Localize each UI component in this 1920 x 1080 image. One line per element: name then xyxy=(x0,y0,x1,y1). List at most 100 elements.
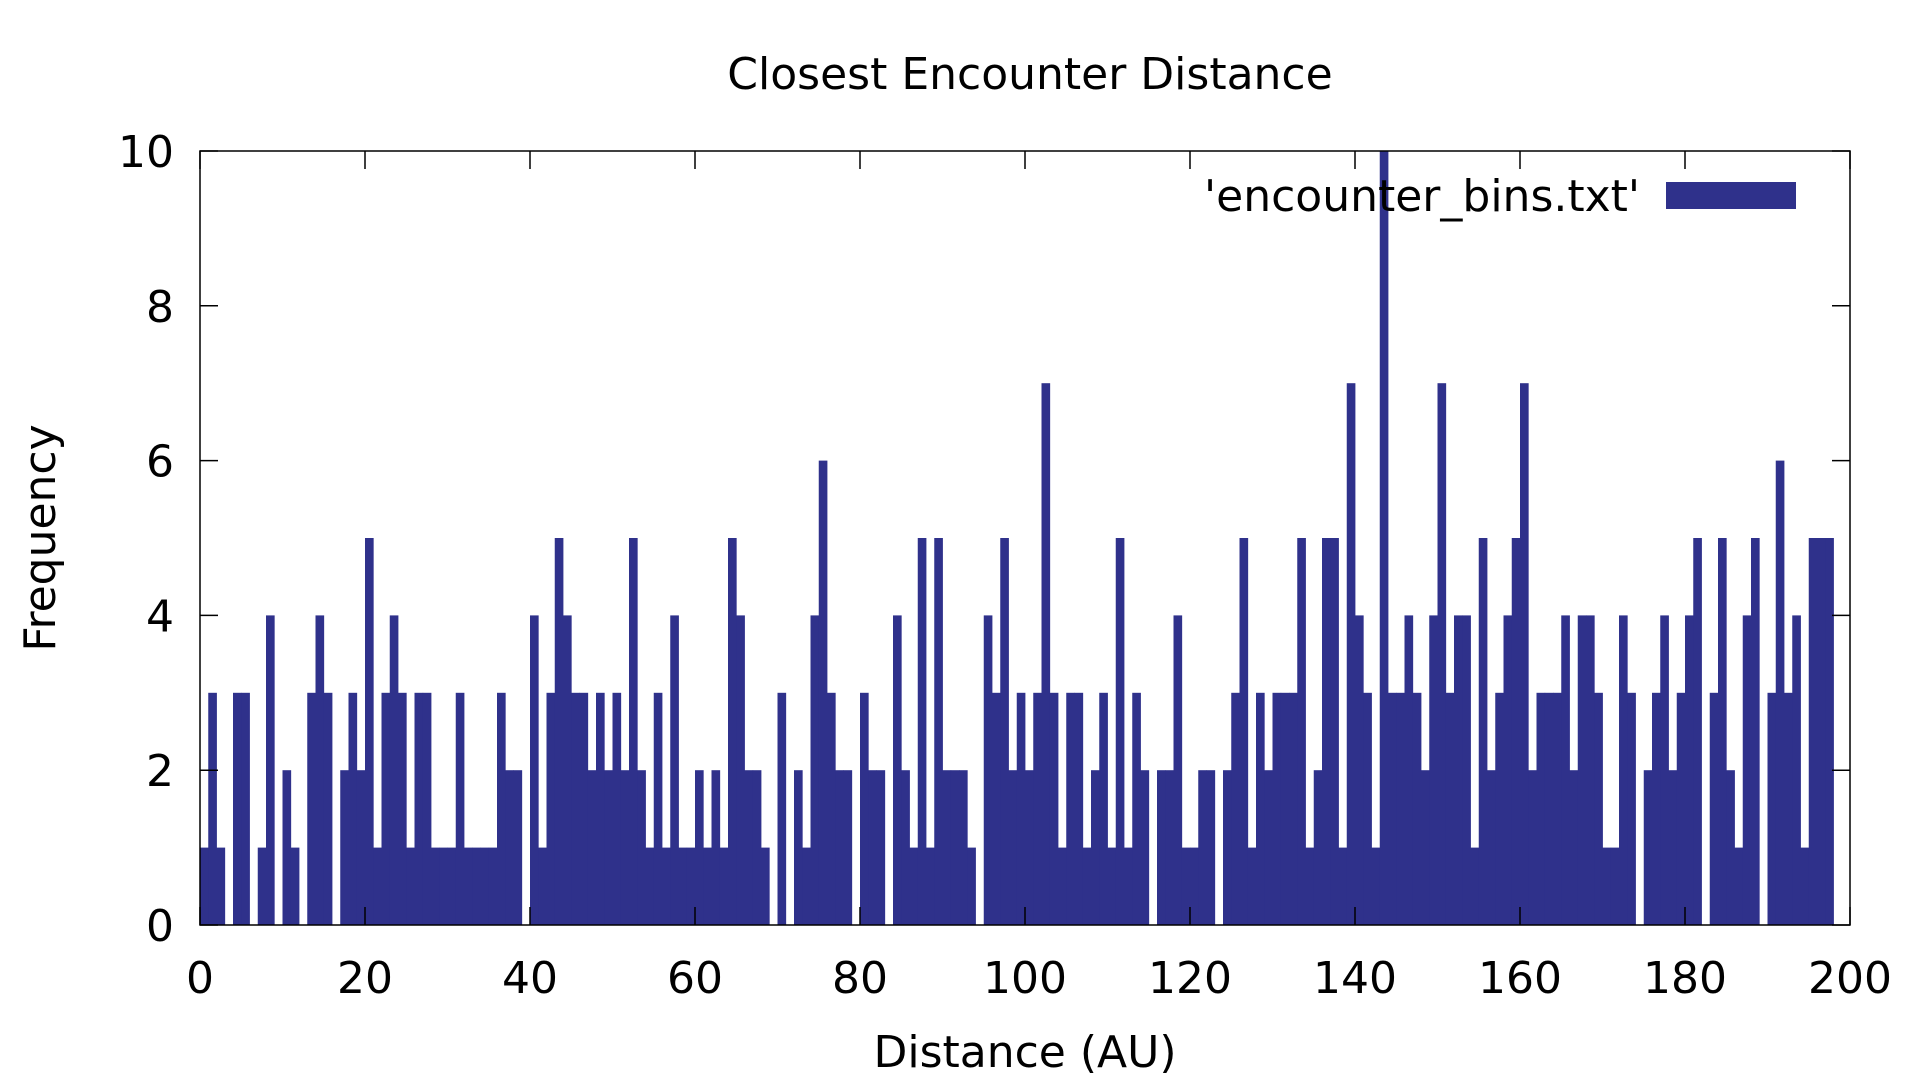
histogram-bar xyxy=(752,770,762,925)
histogram-bar xyxy=(200,847,209,925)
histogram-bar xyxy=(1437,383,1447,925)
histogram-bar xyxy=(1429,615,1438,925)
x-tick-label: 160 xyxy=(1478,953,1562,1004)
histogram-bar xyxy=(1709,692,1719,925)
histogram-bar xyxy=(1074,692,1084,925)
histogram-bar xyxy=(967,847,976,925)
histogram-bar xyxy=(472,847,481,925)
histogram-bar xyxy=(505,770,514,925)
histogram-bar xyxy=(686,847,696,925)
histogram-bar xyxy=(835,770,844,925)
histogram-bar xyxy=(1016,692,1026,925)
histogram-bar xyxy=(1470,847,1480,925)
histogram-bar xyxy=(1445,692,1455,925)
histogram-bar xyxy=(1569,770,1579,925)
histogram-bar xyxy=(1817,538,1826,925)
histogram-bar xyxy=(1404,615,1414,925)
y-tick-label: 10 xyxy=(118,127,174,178)
histogram-bar xyxy=(909,847,919,925)
histogram-bar xyxy=(1718,538,1727,925)
histogram-bar xyxy=(761,847,770,925)
histogram-bar xyxy=(455,692,465,925)
histogram-bar xyxy=(1454,615,1463,925)
histogram-bar xyxy=(1140,770,1150,925)
histogram-bar xyxy=(587,770,597,925)
histogram-bar xyxy=(208,692,217,925)
histogram-bar xyxy=(1610,847,1620,925)
histogram-bar xyxy=(1091,770,1100,925)
histogram-bar xyxy=(736,615,745,925)
histogram-bar xyxy=(1619,615,1628,925)
histogram-bar xyxy=(1602,847,1612,925)
histogram-bar xyxy=(1412,692,1422,925)
histogram-bar xyxy=(233,692,242,925)
histogram-bar xyxy=(315,615,325,925)
histogram-bar xyxy=(1000,538,1009,925)
histogram-bar xyxy=(282,770,292,925)
histogram-bar xyxy=(1478,538,1488,925)
histogram-bar xyxy=(340,770,349,925)
histogram-bar xyxy=(1198,770,1207,925)
histogram-bar xyxy=(1297,538,1306,925)
histogram-bar xyxy=(1330,538,1339,925)
histogram-bar xyxy=(926,847,935,925)
histogram-bar xyxy=(1033,692,1042,925)
histogram-bar xyxy=(695,770,704,925)
histogram-bar xyxy=(860,692,869,925)
y-tick-label: 0 xyxy=(146,901,174,952)
histogram-bar xyxy=(827,692,836,925)
histogram-bar xyxy=(1231,692,1240,925)
histogram-bar xyxy=(662,847,671,925)
histogram-bar xyxy=(637,770,646,925)
histogram-bar xyxy=(1586,615,1595,925)
histogram-bar xyxy=(794,770,803,925)
histogram-bar xyxy=(1049,692,1059,925)
histogram-bar xyxy=(1058,847,1067,925)
histogram-bar xyxy=(1346,383,1356,925)
histogram-bar xyxy=(802,847,811,925)
histogram-bar xyxy=(513,770,523,925)
x-tick-label: 180 xyxy=(1643,953,1727,1004)
histogram-bar xyxy=(398,692,407,925)
histogram-bar xyxy=(497,692,506,925)
histogram-bar xyxy=(1066,692,1075,925)
histogram-bar xyxy=(950,770,960,925)
histogram-bar xyxy=(1165,770,1174,925)
histogram-bar xyxy=(1685,615,1694,925)
histogram-bar xyxy=(1544,692,1554,925)
histogram-bar xyxy=(1421,770,1430,925)
bars-layer xyxy=(200,151,1834,925)
histogram-bar xyxy=(901,770,910,925)
histogram-bar xyxy=(1553,692,1562,925)
histogram-bar xyxy=(1190,847,1199,925)
histogram-bar xyxy=(1495,692,1504,925)
histogram-bar xyxy=(1388,692,1397,925)
x-axis: 0 20 40 60 80 100 120 140 160 180 200 xyxy=(186,151,1892,1004)
histogram-bar xyxy=(1371,847,1381,925)
histogram-bar xyxy=(653,692,663,925)
x-tick-label: 120 xyxy=(1148,953,1232,1004)
histogram-bar xyxy=(1594,692,1603,925)
histogram-bar xyxy=(290,847,300,925)
histogram-bar xyxy=(530,615,539,925)
histogram-bar xyxy=(810,615,820,925)
histogram-bar xyxy=(439,847,448,925)
histogram-bar xyxy=(1107,847,1117,925)
histogram-bar xyxy=(1008,770,1018,925)
histogram-bar xyxy=(620,770,630,925)
histogram-bar xyxy=(1775,460,1785,925)
x-axis-label: Distance (AU) xyxy=(873,1027,1176,1078)
histogram-bar xyxy=(1280,692,1290,925)
legend: 'encounter_bins.txt' xyxy=(1204,171,1796,222)
histogram-bar xyxy=(381,692,391,925)
histogram-bar xyxy=(1520,383,1529,925)
histogram-bar xyxy=(1561,615,1570,925)
histogram-bar xyxy=(266,615,275,925)
histogram-bar xyxy=(546,692,556,925)
histogram-bar xyxy=(1379,151,1389,925)
histogram-bar xyxy=(1247,847,1257,925)
histogram-bar xyxy=(1726,770,1735,925)
histogram-bar xyxy=(596,692,605,925)
histogram-bar xyxy=(1272,692,1282,925)
histogram-bar xyxy=(1643,770,1653,925)
